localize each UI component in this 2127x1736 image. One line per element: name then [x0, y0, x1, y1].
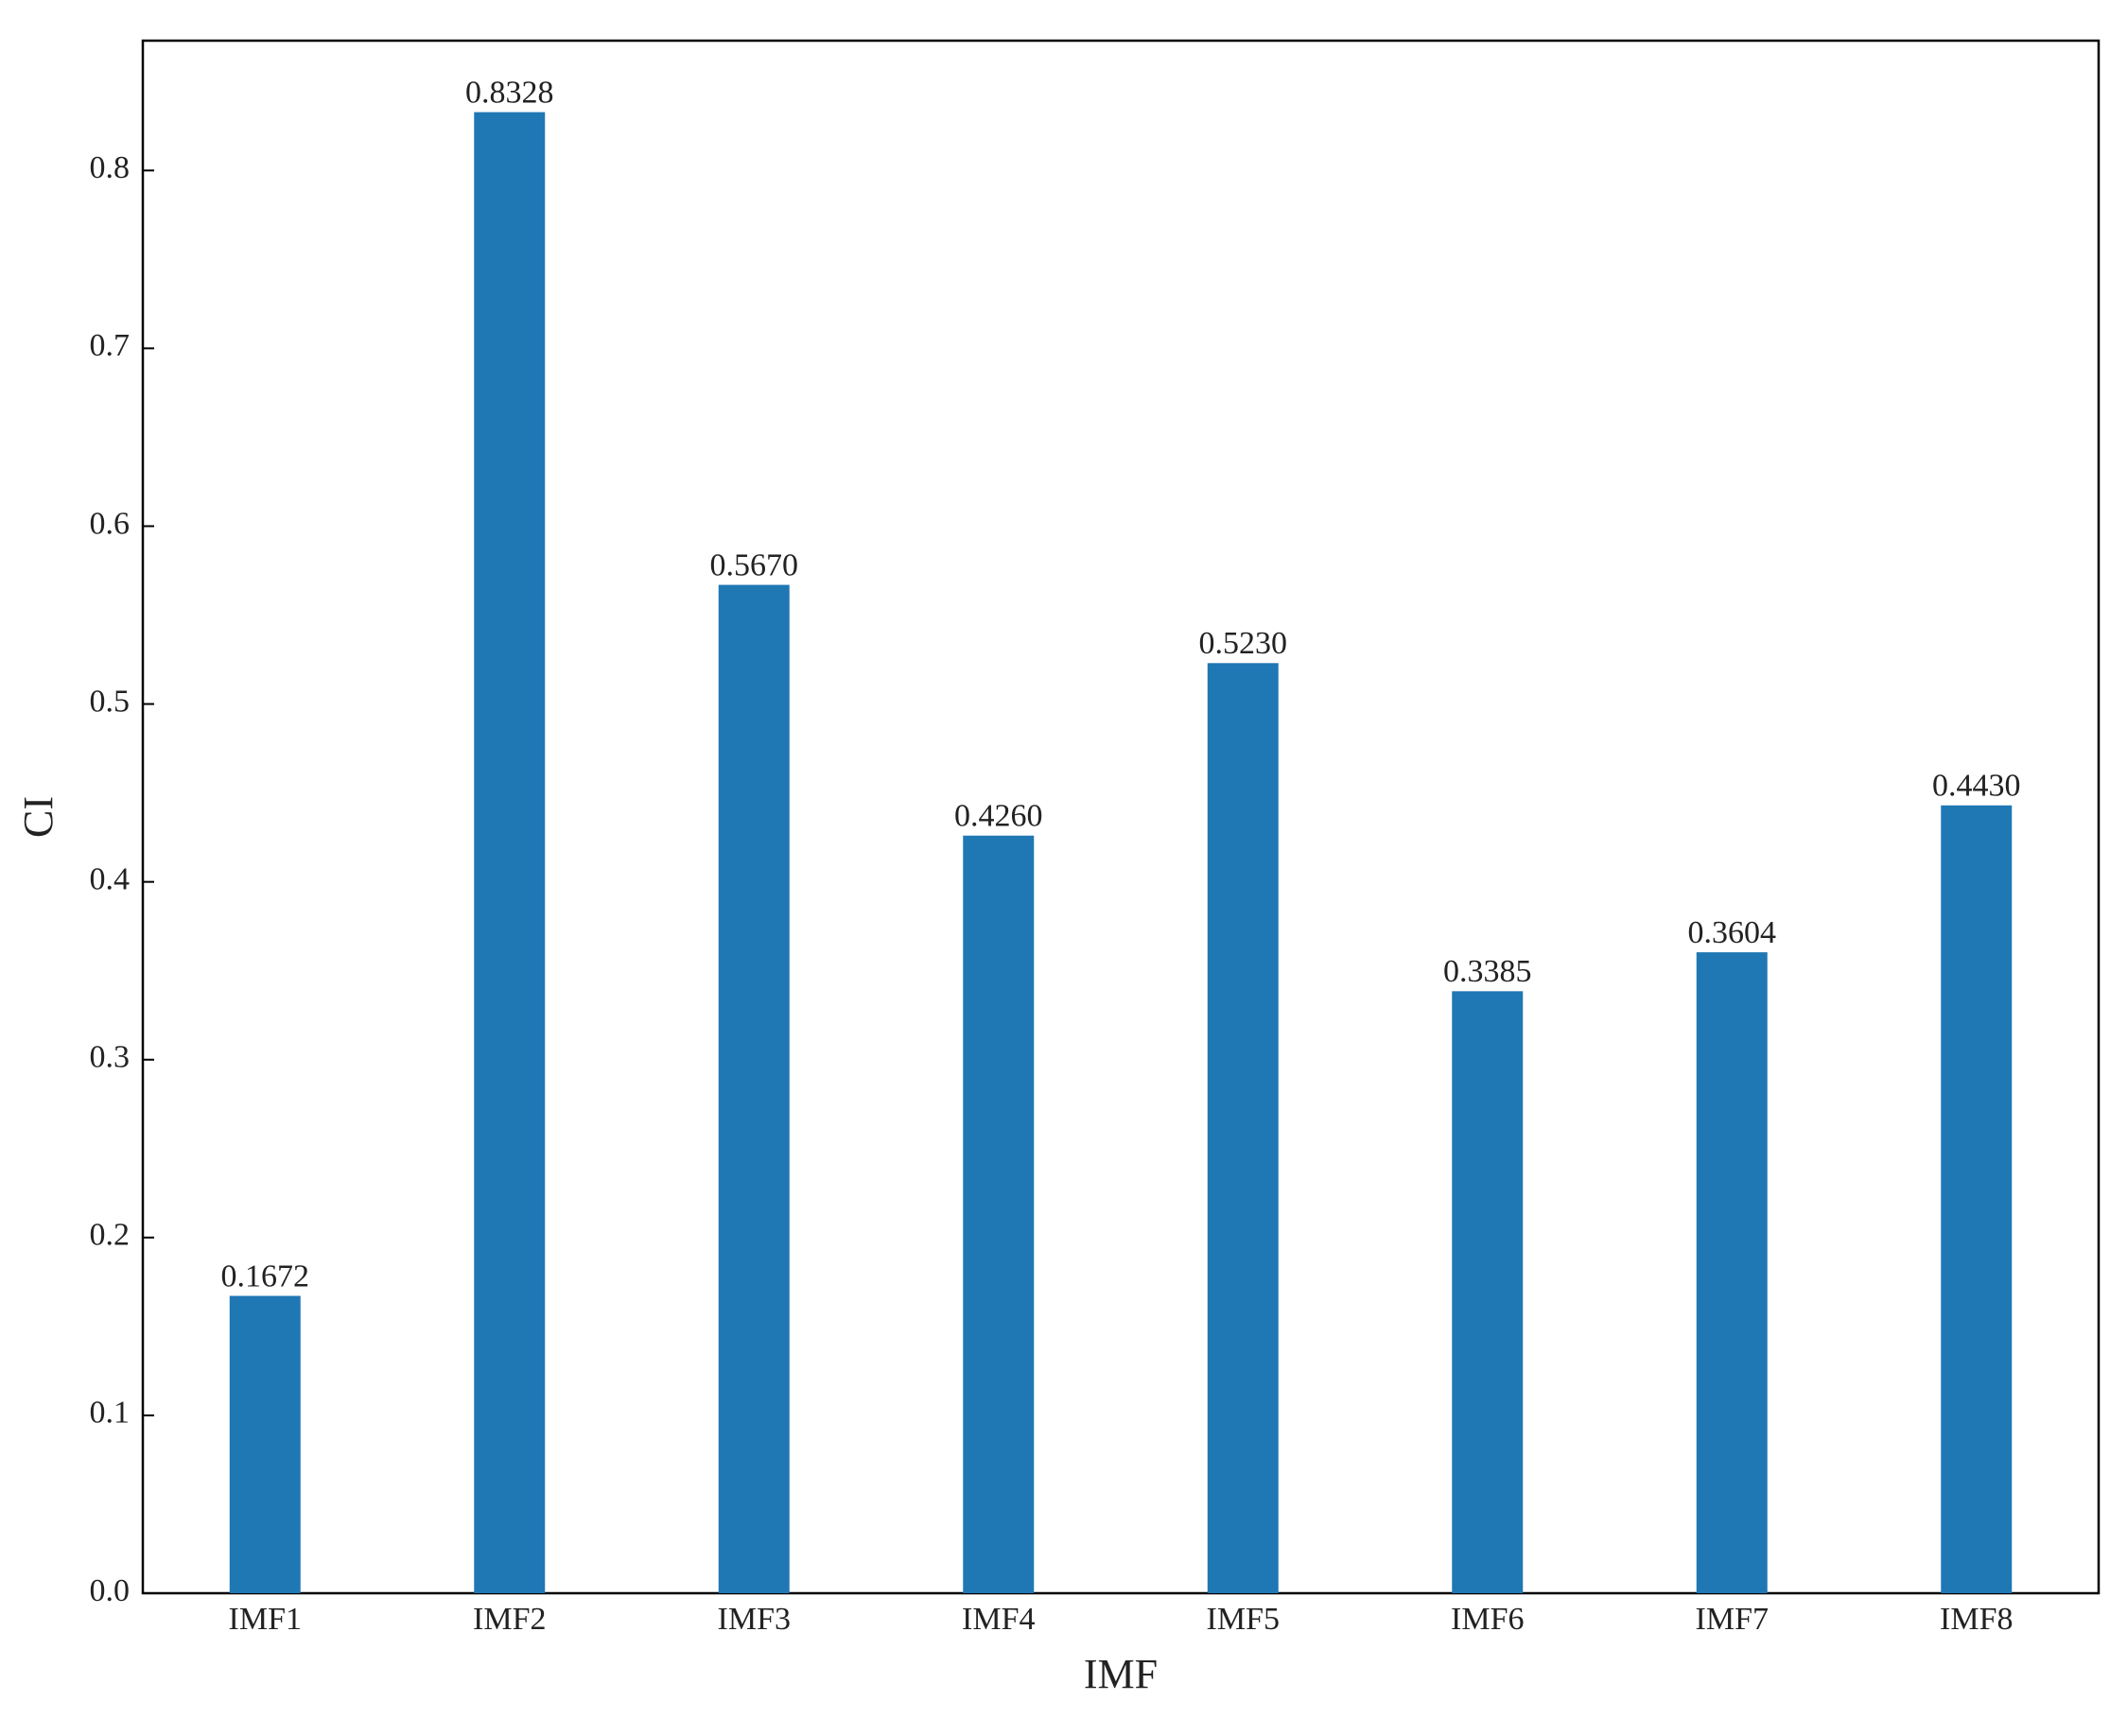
- y-tick-label: 0.7: [90, 328, 131, 363]
- value-label: 0.4260: [954, 799, 1043, 834]
- bar: [474, 112, 546, 1594]
- x-tick-label: IMF5: [1207, 1602, 1280, 1637]
- y-tick-label: 0.4: [90, 861, 131, 896]
- value-label: 0.8328: [465, 75, 554, 110]
- value-label: 0.1672: [221, 1259, 310, 1293]
- y-tick-label: 0.3: [90, 1040, 131, 1075]
- y-tick-label: 0.2: [90, 1218, 131, 1253]
- value-label: 0.3604: [1688, 915, 1777, 950]
- x-tick-label: IMF7: [1696, 1602, 1769, 1637]
- value-label: 0.3385: [1443, 954, 1532, 989]
- plot-frame: [141, 39, 2101, 1595]
- x-tick-label: IMF6: [1451, 1602, 1524, 1637]
- y-tick-label: 0.8: [90, 150, 131, 185]
- y-tick-label: 0.1: [90, 1396, 131, 1431]
- bar: [1696, 952, 1768, 1593]
- bar: [229, 1295, 301, 1593]
- x-tick-label: IMF2: [473, 1602, 546, 1637]
- value-label: 0.5230: [1199, 626, 1288, 661]
- y-tick-label: 0.0: [90, 1573, 131, 1608]
- value-label: 0.5670: [710, 547, 799, 582]
- value-label: 0.4430: [1932, 769, 2021, 804]
- bar: [1207, 663, 1279, 1593]
- bar: [963, 835, 1035, 1593]
- bar: [1941, 805, 2013, 1593]
- y-tick-label: 0.6: [90, 506, 131, 541]
- x-axis-title: IMF: [1084, 1651, 1158, 1697]
- y-axis-title: CI: [15, 796, 61, 838]
- y-tick-label: 0.5: [90, 684, 131, 719]
- x-tick-label: IMF8: [1940, 1602, 2013, 1637]
- bar: [1452, 991, 1524, 1593]
- x-tick-label: IMF4: [962, 1602, 1035, 1637]
- x-tick-label: IMF1: [229, 1602, 302, 1637]
- x-tick-label: IMF3: [718, 1602, 791, 1637]
- bar: [718, 584, 790, 1593]
